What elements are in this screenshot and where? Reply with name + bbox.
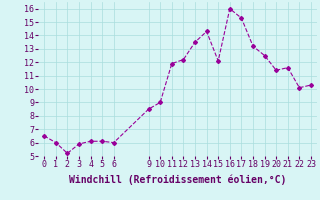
X-axis label: Windchill (Refroidissement éolien,°C): Windchill (Refroidissement éolien,°C) [69, 175, 286, 185]
